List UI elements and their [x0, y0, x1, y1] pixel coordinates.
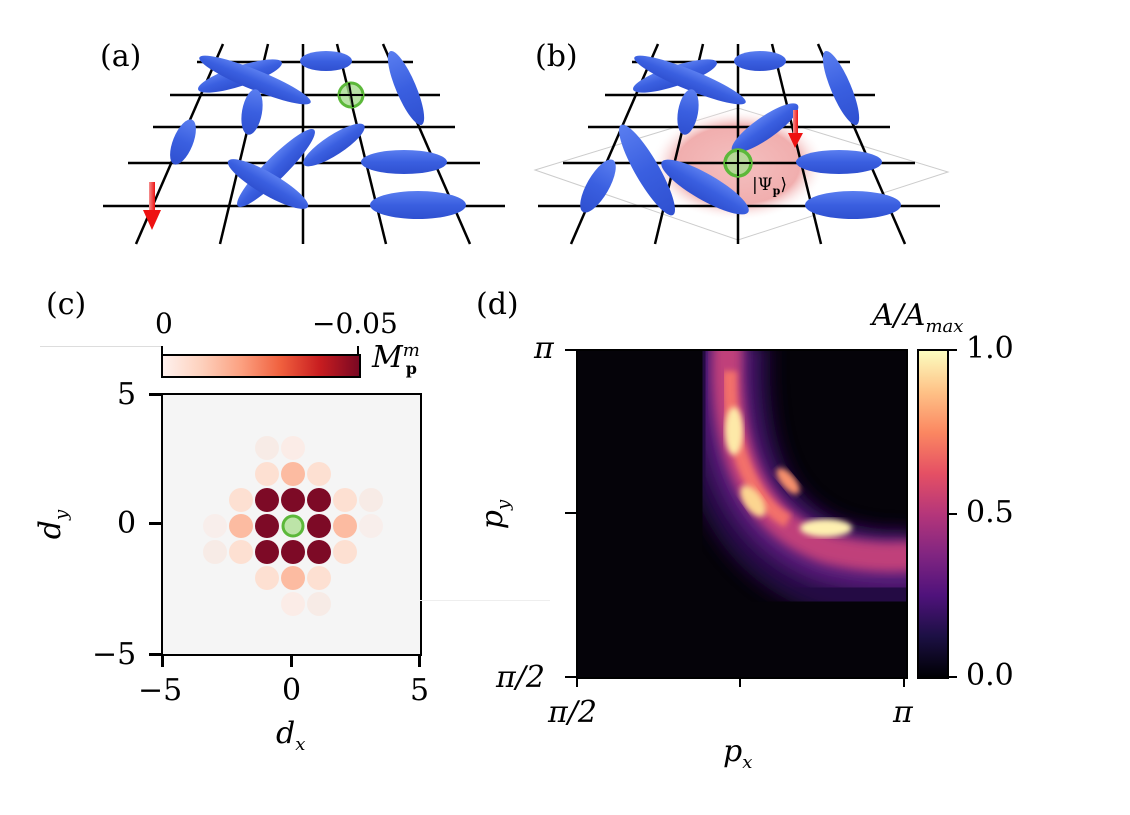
xtick-c-m5: [161, 655, 164, 667]
ellipses-a: [170, 50, 466, 219]
panel-a-label: (a): [100, 39, 142, 74]
colorbar-c-max-label: −0.05: [312, 307, 398, 340]
colorbar-d: [917, 349, 949, 679]
ytick-label-d-pi: π: [534, 331, 554, 366]
xaxis-label-d: px: [723, 734, 753, 773]
ytick-d-pi: [565, 349, 576, 351]
hole-marker-b: [723, 148, 753, 178]
xtick-label-c-0: 0: [282, 673, 302, 708]
colorbar-c-tick-right: [357, 346, 359, 356]
cbar-d-tick-05: [947, 513, 957, 515]
xtick-label-c-m5: −5: [138, 673, 183, 708]
spin-down-arrow-a: [143, 182, 161, 230]
ytick-label-c-5: 5: [117, 377, 137, 412]
panel-c-label: (c): [46, 287, 87, 322]
colorbar-c-tick-left: [161, 346, 163, 356]
xtick-c-5: [418, 655, 421, 667]
colorbar-d-tick-0: 0.0: [966, 658, 1014, 693]
diamond-outline-b: [533, 107, 950, 241]
ytick-d-pi2: [565, 676, 576, 678]
spin-down-arrow-b: [788, 110, 803, 148]
panel-b-label: (b): [535, 39, 578, 74]
xaxis-label-c: dx: [276, 716, 306, 755]
cbar-d-tick-1: [947, 349, 957, 351]
xtick-d-pi2: [576, 677, 578, 687]
ytick-c-0: [149, 522, 161, 525]
ytick-d-mid: [565, 512, 576, 514]
hole-marker-a: [337, 81, 365, 109]
xtick-d-mid: [739, 677, 741, 687]
divider: [40, 346, 162, 347]
ellipses-b: [580, 50, 901, 219]
xtick-label-d-pi: π: [893, 695, 913, 730]
cbar-d-tick-0: [947, 676, 957, 678]
ytick-label-c-0: 0: [117, 506, 137, 541]
yaxis-label-d: py: [475, 499, 515, 530]
heatmap-c-plot-area: [161, 393, 422, 656]
colorbar-d-title: A/Amax: [872, 298, 964, 337]
hole-correlation-dots: [203, 436, 383, 616]
colorbar-d-tick-1: 1.0: [966, 331, 1014, 366]
ytick-c-m5: [149, 653, 161, 656]
colorbar-d-tick-05: 0.5: [966, 495, 1014, 530]
xtick-c-0: [290, 655, 293, 667]
ytick-label-c-m5: −5: [92, 637, 137, 672]
colorbar-c-title: Mmp: [372, 340, 420, 378]
xtick-label-d-pi2: π/2: [548, 695, 597, 730]
ytick-c-5: [149, 393, 161, 396]
yaxis-label-c: dy: [33, 509, 73, 540]
ytick-label-d-pi2: π/2: [496, 660, 545, 695]
xtick-d-pi: [903, 677, 905, 687]
spectral-function-heatmap: [576, 349, 908, 679]
state-ket-label: |Ψp⟩: [752, 175, 787, 198]
panel-d-label: (d): [476, 287, 519, 322]
colorbar-c: [161, 354, 361, 378]
hole-center-marker: [281, 514, 305, 538]
divider: [420, 600, 550, 601]
colorbar-c-min-label: 0: [155, 307, 173, 340]
xtick-label-c-5: 5: [410, 673, 430, 708]
